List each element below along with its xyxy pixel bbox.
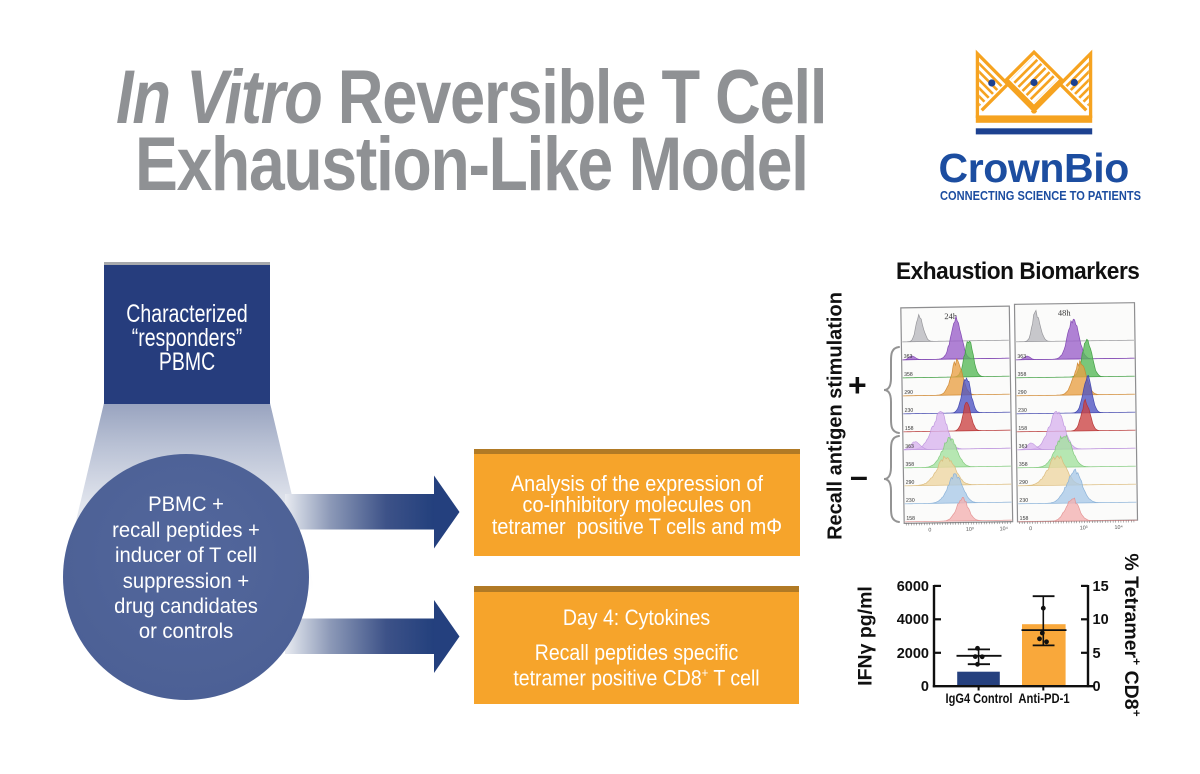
svg-text:230: 230 <box>1019 498 1028 504</box>
svg-text:230: 230 <box>905 408 914 414</box>
svg-text:158: 158 <box>905 426 914 432</box>
svg-text:358: 358 <box>1018 372 1027 378</box>
svg-text:363: 363 <box>1017 354 1026 360</box>
svg-text:290: 290 <box>1018 390 1027 396</box>
svg-text:358: 358 <box>1019 462 1028 468</box>
svg-text:158: 158 <box>1020 516 1029 522</box>
svg-text:290: 290 <box>906 480 915 486</box>
svg-text:363: 363 <box>1019 444 1028 450</box>
svg-text:363: 363 <box>904 354 913 360</box>
svg-text:10³: 10³ <box>1080 525 1088 531</box>
svg-text:10³: 10³ <box>966 527 974 533</box>
svg-text:290: 290 <box>1019 480 1028 486</box>
svg-text:0: 0 <box>928 527 931 533</box>
svg-text:10⁴: 10⁴ <box>1000 526 1009 532</box>
svg-text:358: 358 <box>904 372 913 378</box>
svg-text:48h: 48h <box>1058 308 1072 318</box>
svg-text:230: 230 <box>906 498 915 504</box>
svg-text:358: 358 <box>905 462 914 468</box>
svg-text:363: 363 <box>905 444 914 450</box>
svg-text:0: 0 <box>1029 526 1032 532</box>
svg-text:24h: 24h <box>944 311 958 321</box>
svg-text:230: 230 <box>1018 408 1027 414</box>
svg-text:290: 290 <box>904 390 913 396</box>
svg-text:158: 158 <box>906 516 915 522</box>
svg-text:158: 158 <box>1018 426 1027 432</box>
svg-text:10⁴: 10⁴ <box>1114 525 1123 531</box>
